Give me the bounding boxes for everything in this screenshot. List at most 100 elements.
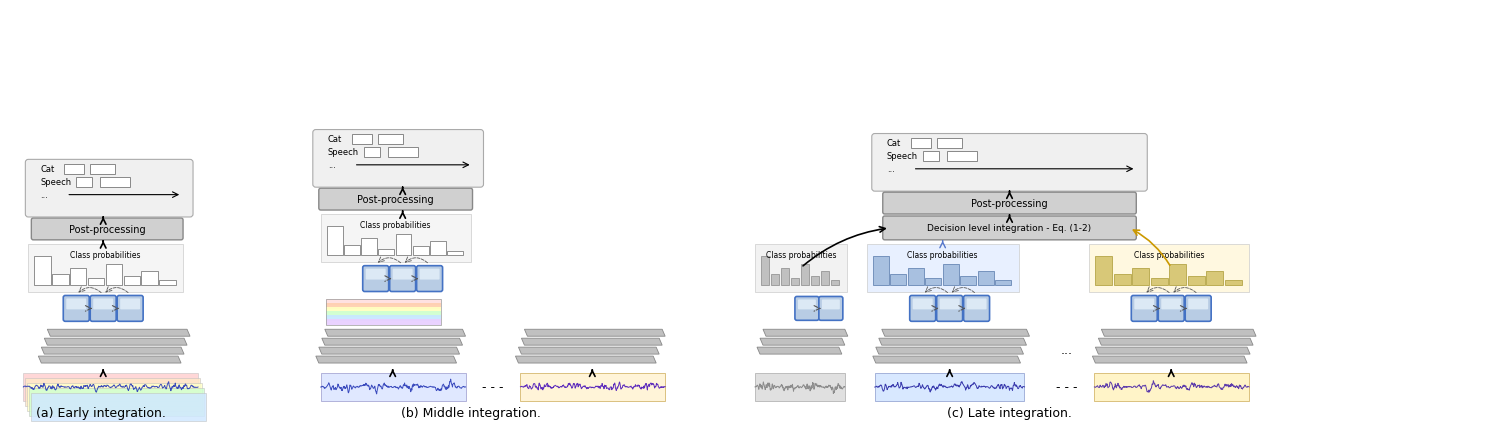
Bar [1089,244,1248,292]
Text: (a) Early integration.: (a) Early integration. [36,406,166,419]
FancyBboxPatch shape [913,299,932,310]
Bar [923,151,938,162]
Bar [396,235,411,255]
Bar [890,275,907,285]
Polygon shape [876,347,1024,354]
Bar [378,249,395,255]
FancyBboxPatch shape [93,299,113,310]
FancyBboxPatch shape [1134,299,1154,310]
Text: ...: ... [887,165,895,174]
Text: Cat: Cat [887,139,901,148]
FancyBboxPatch shape [1131,296,1157,322]
Bar [26,378,200,406]
Bar [911,138,931,149]
Polygon shape [322,338,462,345]
Bar [378,135,402,144]
Bar [821,271,830,285]
Bar [908,268,923,285]
Bar [321,373,465,401]
Bar [105,264,122,285]
Text: Speech: Speech [887,152,917,161]
Text: ...: ... [41,190,48,200]
Bar [1151,279,1167,285]
Text: - - -: - - - [1056,381,1077,393]
Text: Class probabilities: Class probabilities [360,221,431,230]
Bar [521,373,666,401]
Text: Cat: Cat [41,165,54,174]
Bar [325,300,441,326]
FancyBboxPatch shape [319,189,473,211]
Polygon shape [524,329,666,336]
Bar [801,264,809,285]
Bar [29,388,203,416]
Bar [977,271,994,285]
Bar [327,227,342,255]
Bar [361,238,376,255]
Bar [1095,256,1113,285]
FancyBboxPatch shape [872,134,1148,192]
Bar [873,256,889,285]
FancyBboxPatch shape [964,296,989,322]
Polygon shape [764,329,848,336]
Bar [27,383,202,411]
FancyBboxPatch shape [390,266,416,292]
Bar [69,268,86,285]
Bar [875,373,1024,401]
FancyBboxPatch shape [366,269,386,280]
FancyBboxPatch shape [937,296,962,322]
Polygon shape [41,347,184,354]
Bar [755,244,846,292]
FancyBboxPatch shape [822,300,840,310]
Bar [160,281,176,285]
Text: Post-processing: Post-processing [69,224,146,234]
Polygon shape [761,338,845,345]
FancyBboxPatch shape [117,296,143,322]
Bar [343,245,360,255]
Bar [771,275,780,285]
Text: Speech: Speech [328,148,358,157]
Bar [325,308,441,313]
Polygon shape [880,338,1027,345]
Text: (b) Middle integration.: (b) Middle integration. [401,406,541,419]
Text: Post-processing: Post-processing [357,195,434,205]
Bar [961,276,976,285]
Bar [65,164,84,174]
Text: Post-processing: Post-processing [971,199,1048,209]
Bar [925,279,941,285]
Polygon shape [1098,338,1253,345]
FancyBboxPatch shape [90,296,116,322]
Text: - - -: - - - [482,381,503,393]
Bar [325,312,441,318]
Text: Class probabilities: Class probabilities [765,250,836,259]
Bar [1133,268,1149,285]
Bar [325,316,441,322]
Polygon shape [325,329,465,336]
Bar [142,271,158,285]
Polygon shape [515,356,657,363]
Bar [53,275,68,285]
Text: Class probabilities: Class probabilities [908,250,977,259]
FancyBboxPatch shape [883,216,1137,240]
Bar [90,164,114,174]
Text: ...: ... [1060,343,1072,356]
Bar [413,247,429,255]
Bar [35,256,51,285]
Bar [77,177,92,187]
Polygon shape [44,338,187,345]
Polygon shape [319,347,459,354]
FancyBboxPatch shape [63,296,89,322]
FancyBboxPatch shape [420,269,440,280]
Bar [761,256,770,285]
Bar [29,244,184,292]
Bar [867,244,1018,292]
FancyBboxPatch shape [26,160,193,218]
Bar [325,300,441,306]
Text: Cat: Cat [328,135,342,144]
Bar [1114,275,1131,285]
Polygon shape [38,356,181,363]
Bar [352,135,372,144]
Bar [995,281,1011,285]
Bar [24,373,197,401]
Bar [831,281,839,285]
Polygon shape [521,338,663,345]
